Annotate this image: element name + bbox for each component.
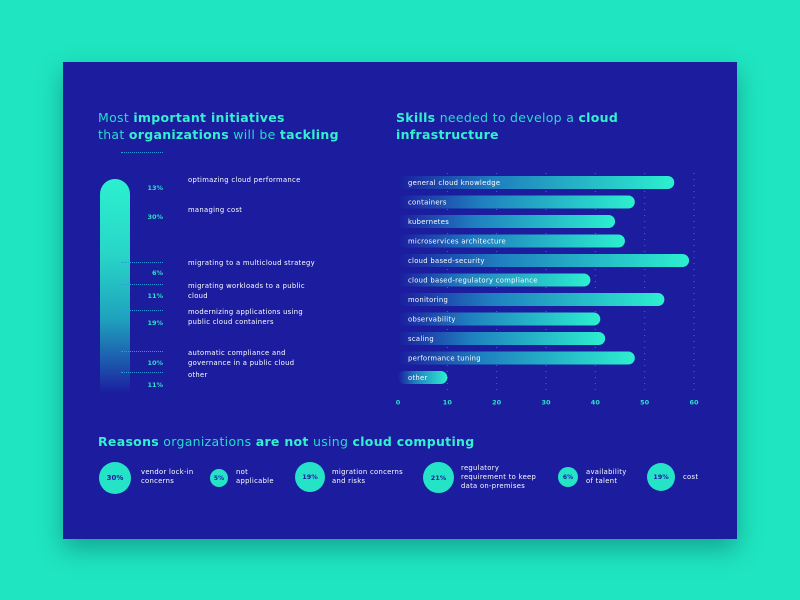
title-highlight: infrastructure [396,127,499,142]
reason-pct-circle: 6% [558,467,578,487]
title-text: organizations [159,434,256,449]
title-text: using [308,434,353,449]
title-highlight: tackling [279,127,339,142]
initiative-label: migrating to a multicloud strategy [188,259,315,267]
chart-grid [446,173,695,395]
title-text: Most [98,110,134,125]
bar-label: cloud based-security [408,257,485,265]
initiative-label: managing cost [188,206,243,214]
title-highlight: cloud computing [352,434,475,449]
dotted-leader [121,262,163,263]
reason-pct-circle: 30% [99,462,131,494]
reason-label: availability of talent [586,468,627,485]
x-tick-label: 20 [492,399,502,407]
dotted-leader [121,152,163,153]
initiatives-gradient-bar [100,179,130,393]
initiative-pct: 30% [147,213,163,221]
x-tick-label: 50 [640,399,650,407]
bar [398,215,616,228]
dotted-leader [121,284,163,285]
reason-pct-circle: 5% [210,469,228,487]
reason-pct-circle: 21% [423,462,454,493]
reason-label: cost [683,472,699,481]
initiative-label: modernizing applications using public cl… [188,308,303,326]
title-highlight: Reasons [98,434,160,449]
x-tick-label: 0 [396,399,401,407]
bar [398,254,690,267]
reason-label: regulatory requirement to keep data on-p… [461,463,537,490]
title-text: will be [228,127,280,142]
bar-label: general cloud knowledge [408,179,500,187]
skills-bar-chart: general cloud knowledge containers kuberne… [396,173,699,407]
x-tick-label: 60 [689,399,699,407]
bar-label: containers [408,199,447,207]
bar-label: performance tuning [408,355,481,363]
reason-label: vendor lock-in concerns [141,468,194,485]
chart-bars: general cloud knowledge containers kuberne… [398,176,690,384]
bar [398,195,635,209]
bar [398,293,665,306]
bar-label: cloud based-regulatory compliance [408,277,538,285]
chart-x-ticks: 0 10 20 30 40 50 60 [396,399,699,407]
bar-label: kubernetes [408,218,449,226]
initiative-label: other [188,371,208,379]
bar [398,371,448,384]
reasons-title: Reasons organizations are not using clou… [98,433,498,450]
bar [398,332,606,345]
initiative-label: migrating workloads to a public cloud [188,282,305,300]
title-highlight: Skills [396,110,436,125]
initiative-pct: 11% [147,381,163,389]
title-highlight: organizations [128,127,229,142]
bar [398,234,625,248]
infographic-card: Most important initiatives that organizat… [63,62,737,539]
bar [398,273,591,287]
title-highlight: are not [255,434,309,449]
bar [398,312,601,326]
initiatives-title: Most important initiatives that organizat… [98,109,348,143]
x-tick-label: 10 [443,399,453,407]
title-text: that [98,127,129,142]
initiative-pct: 10% [147,359,163,367]
title-text: needed to develop a [435,110,579,125]
initiative-pct: 13% [147,184,163,192]
initiative-label: optimazing cloud performance [188,176,301,184]
bar-label: observability [408,316,456,324]
initiative-label: automatic compliance and governance in a… [188,349,295,367]
title-highlight: important initiatives [133,110,285,125]
title-highlight: cloud [578,110,619,125]
skills-title: Skills needed to develop a cloud infrastr… [396,109,626,143]
bar-label: other [408,374,428,382]
dotted-leader [121,310,163,311]
x-tick-label: 30 [541,399,551,407]
initiative-pct: 19% [147,319,163,327]
bar [398,176,675,189]
bar-label: monitoring [408,296,448,304]
bar [398,351,635,365]
dotted-leader [121,372,163,373]
reason-label: not applicable [236,468,274,485]
bar-label: scaling [408,335,434,343]
reason-pct-circle: 19% [295,462,325,492]
dotted-leader [121,351,163,352]
initiative-pct: 6% [151,269,163,277]
reason-pct-circle: 19% [647,463,675,491]
initiative-pct: 11% [147,292,163,300]
reason-label: migration concerns and risks [332,468,404,485]
x-tick-label: 40 [591,399,601,407]
bar-label: microservices architecture [408,238,506,246]
